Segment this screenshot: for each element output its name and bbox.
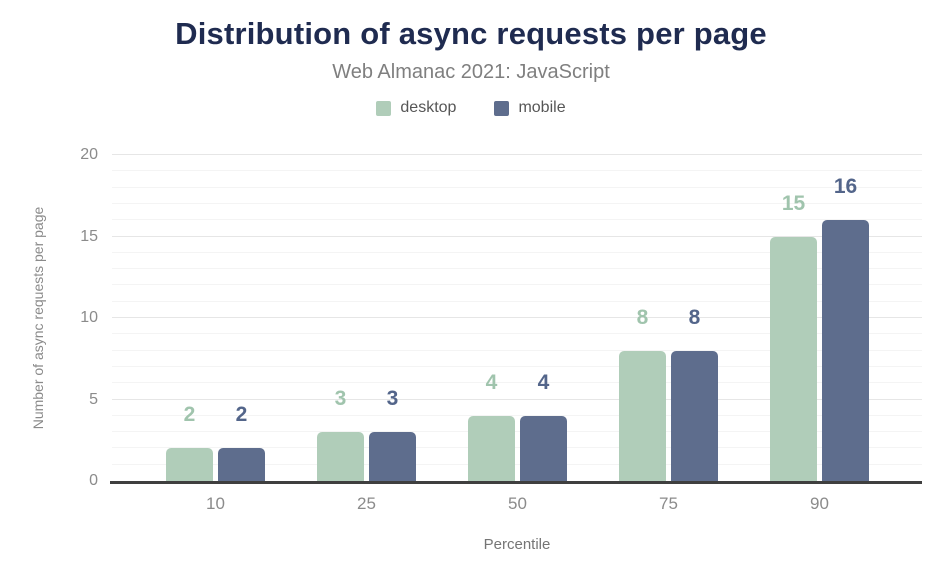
y-axis-ticks: 0 5 10 15 20 (80, 146, 922, 489)
bar-group-p90: 15 16 (744, 155, 895, 481)
bar-value-label-desktop-p25: 3 (334, 387, 347, 411)
x-axis-line (110, 481, 922, 484)
x-tick-label-p50: 50 (508, 494, 527, 513)
minor-gridline (112, 170, 922, 172)
chart-title: Distribution of async requests per page (175, 16, 767, 51)
y-axis-title: Number of async requests per page (30, 206, 46, 430)
legend-label-mobile: mobile (518, 99, 566, 116)
legend-item-desktop: desktop (376, 99, 456, 117)
minor-gridline (112, 463, 922, 465)
x-tick-label-p90: 90 (810, 494, 829, 513)
bar-mobile-p90[interactable]: 16 (822, 176, 869, 481)
bar-desktop-p75[interactable]: 8 (619, 307, 666, 481)
y-tick-label: 10 (80, 309, 98, 326)
major-gridline (112, 317, 922, 318)
y-tick-label: 5 (89, 390, 98, 408)
minor-gridline (112, 365, 922, 367)
minor-gridline (112, 219, 922, 221)
major-gridline (112, 154, 922, 155)
minor-gridline (112, 268, 922, 270)
x-tick-label-p25: 25 (357, 494, 376, 513)
bar-desktop-p10[interactable]: 2 (166, 404, 213, 481)
minor-gridline (112, 431, 922, 433)
bar-value-label-mobile-p50: 4 (537, 370, 550, 394)
legend: desktop mobile (0, 99, 942, 117)
bar-value-label-desktop-p10: 2 (183, 403, 196, 427)
bar-value-label-mobile-p25: 3 (386, 387, 399, 411)
x-axis-title: Percentile (483, 536, 551, 553)
chart-subtitle: Web Almanac 2021: JavaScript (332, 61, 610, 83)
major-gridline (112, 398, 922, 400)
bar-value-label-desktop-p75: 8 (636, 305, 649, 329)
bar-value-label-desktop-p90: 15 (781, 191, 806, 215)
bar-value-label-mobile-p75: 8 (688, 305, 701, 329)
bar-desktop-p25[interactable]: 3 (317, 388, 364, 481)
minor-gridline (112, 284, 922, 286)
minor-gridline (112, 349, 922, 351)
bar-mobile-p25[interactable]: 3 (369, 388, 416, 481)
minor-gridline (112, 382, 922, 384)
y-tick-label: 0 (89, 472, 98, 489)
minor-gridline (112, 414, 922, 416)
x-tick-label-p75: 75 (659, 494, 678, 513)
minor-gridline (112, 333, 922, 335)
bar-mobile-p75[interactable]: 8 (671, 307, 718, 481)
bar-mobile-p10[interactable]: 2 (218, 404, 265, 481)
major-gridline (112, 235, 922, 237)
x-tick-label-p10: 10 (206, 494, 225, 513)
bar-value-label-mobile-p10: 2 (235, 403, 248, 427)
minor-gridline (112, 300, 922, 302)
minor-gridline (112, 447, 922, 449)
plot-area: 0 5 10 15 20 2 2 3 3 4 4 8 8 15 16 10 25 50 75 90 Number … (30, 146, 922, 553)
bar-value-label-desktop-p50: 4 (485, 370, 498, 394)
minor-gridline (112, 186, 922, 188)
minor-gridline (112, 251, 922, 253)
legend-item-mobile: mobile (494, 99, 566, 117)
bar-desktop-p90[interactable]: 15 (770, 193, 817, 481)
bar-mobile-p50[interactable]: 4 (520, 372, 567, 481)
y-tick-label: 20 (80, 146, 98, 163)
legend-swatch-desktop (376, 100, 392, 116)
legend-swatch-mobile (494, 100, 510, 116)
x-axis-ticks: 10 25 50 75 90 (112, 494, 922, 514)
y-tick-label: 15 (80, 227, 98, 245)
minor-gridline (112, 202, 922, 204)
bar-desktop-p50[interactable]: 4 (468, 372, 515, 481)
bars-layer: 2 2 3 3 4 4 8 8 15 16 (112, 155, 922, 481)
legend-label-desktop: desktop (400, 99, 457, 116)
bar-value-label-mobile-p90: 16 (833, 175, 858, 199)
